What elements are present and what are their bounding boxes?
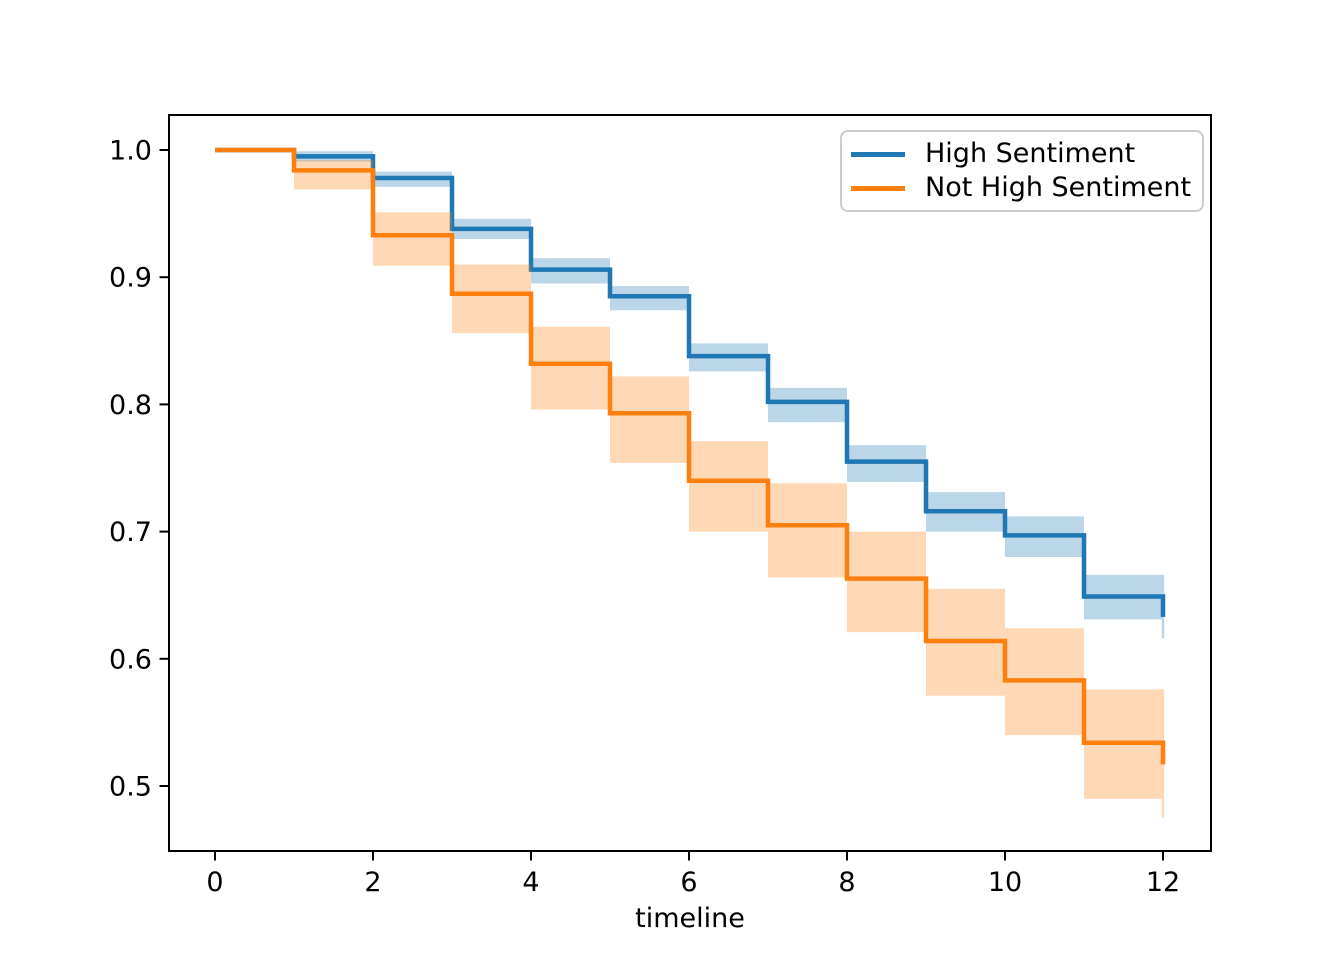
x-tick-label: 8 (838, 867, 855, 898)
y-tick-label: 0.9 (109, 263, 152, 294)
x-tick-label: 6 (680, 867, 697, 898)
x-axis-label: timeline (635, 903, 745, 934)
confidence-band (215, 150, 1165, 639)
axis-layer: 0 2 4 6 8 10 12 1.0 0.9 0.8 0.7 0.6 0.5 (109, 136, 1180, 899)
legend-entry-not-high-sentiment: Not High Sentiment (851, 173, 1192, 203)
y-tick-label: 0.8 (109, 390, 152, 421)
x-tick-label: 4 (522, 867, 539, 898)
y-tick-label: 1.0 (109, 136, 152, 167)
legend-label: Not High Sentiment (925, 172, 1192, 204)
legend: High Sentiment Not High Sentiment (840, 130, 1204, 212)
x-tick-label: 10 (988, 867, 1022, 898)
x-tick-label: 12 (1146, 867, 1180, 898)
confidence-band (215, 150, 1165, 818)
axes-frame (168, 114, 1212, 852)
legend-label: High Sentiment (925, 138, 1136, 170)
survival-step-line (215, 147, 1166, 765)
y-tick-label: 0.7 (109, 517, 152, 548)
legend-entry-high-sentiment: High Sentiment (851, 139, 1192, 169)
series-layer (215, 147, 1166, 818)
legend-line-sample (851, 185, 905, 191)
x-tick-label: 2 (364, 867, 381, 898)
y-tick-label: 0.5 (109, 772, 152, 803)
y-tick-label: 0.6 (109, 644, 152, 675)
legend-line-sample (851, 151, 905, 157)
x-tick-label: 0 (206, 867, 223, 898)
